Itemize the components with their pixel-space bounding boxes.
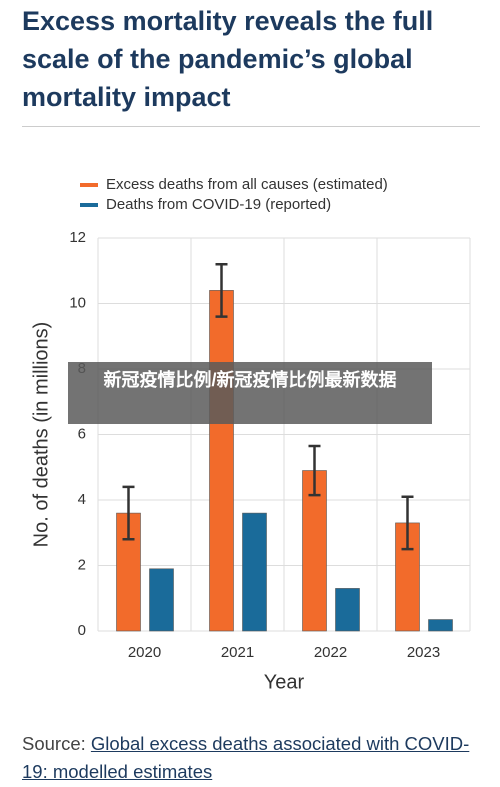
error-bar: [122, 485, 135, 541]
bar: [335, 588, 360, 632]
source: Source: Global excess deaths associated …: [22, 730, 492, 786]
y-tick-label: 4: [78, 491, 86, 508]
bar: [302, 470, 327, 632]
y-tick-label: 6: [78, 425, 86, 442]
legend-label: Excess deaths from all causes (estimated…: [106, 176, 388, 193]
chart-title: Excess mortality reveals the full scale …: [22, 6, 434, 112]
x-axis-label: Year: [264, 671, 305, 693]
y-tick-label: 2: [78, 556, 86, 573]
source-prefix: Source:: [22, 733, 86, 754]
x-tick-label: 2022: [314, 644, 347, 661]
y-tick-label: 12: [69, 229, 86, 246]
x-tick-label: 2021: [221, 644, 254, 661]
x-tick-label: 2020: [128, 644, 161, 661]
bar: [428, 619, 453, 632]
overlay-text: 新冠疫情比例/新冠疫情比例最新数据: [103, 370, 397, 390]
x-tick-label: 2023: [407, 644, 440, 661]
bar: [242, 512, 267, 632]
error-bar: [215, 262, 228, 318]
y-axis-label: No. of deaths (in millions): [30, 322, 52, 548]
bar: [209, 290, 234, 632]
error-bar: [308, 444, 321, 497]
source-link[interactable]: Global excess deaths associated with COV…: [22, 733, 470, 782]
error-bar: [401, 495, 414, 551]
overlay-banner: 新冠疫情比例/新冠疫情比例最新数据: [68, 362, 432, 424]
legend-label: Deaths from COVID-19 (reported): [106, 196, 331, 213]
y-tick-label: 10: [69, 294, 86, 311]
bar: [149, 568, 174, 632]
divider: [22, 126, 480, 127]
y-tick-label: 0: [78, 622, 86, 639]
